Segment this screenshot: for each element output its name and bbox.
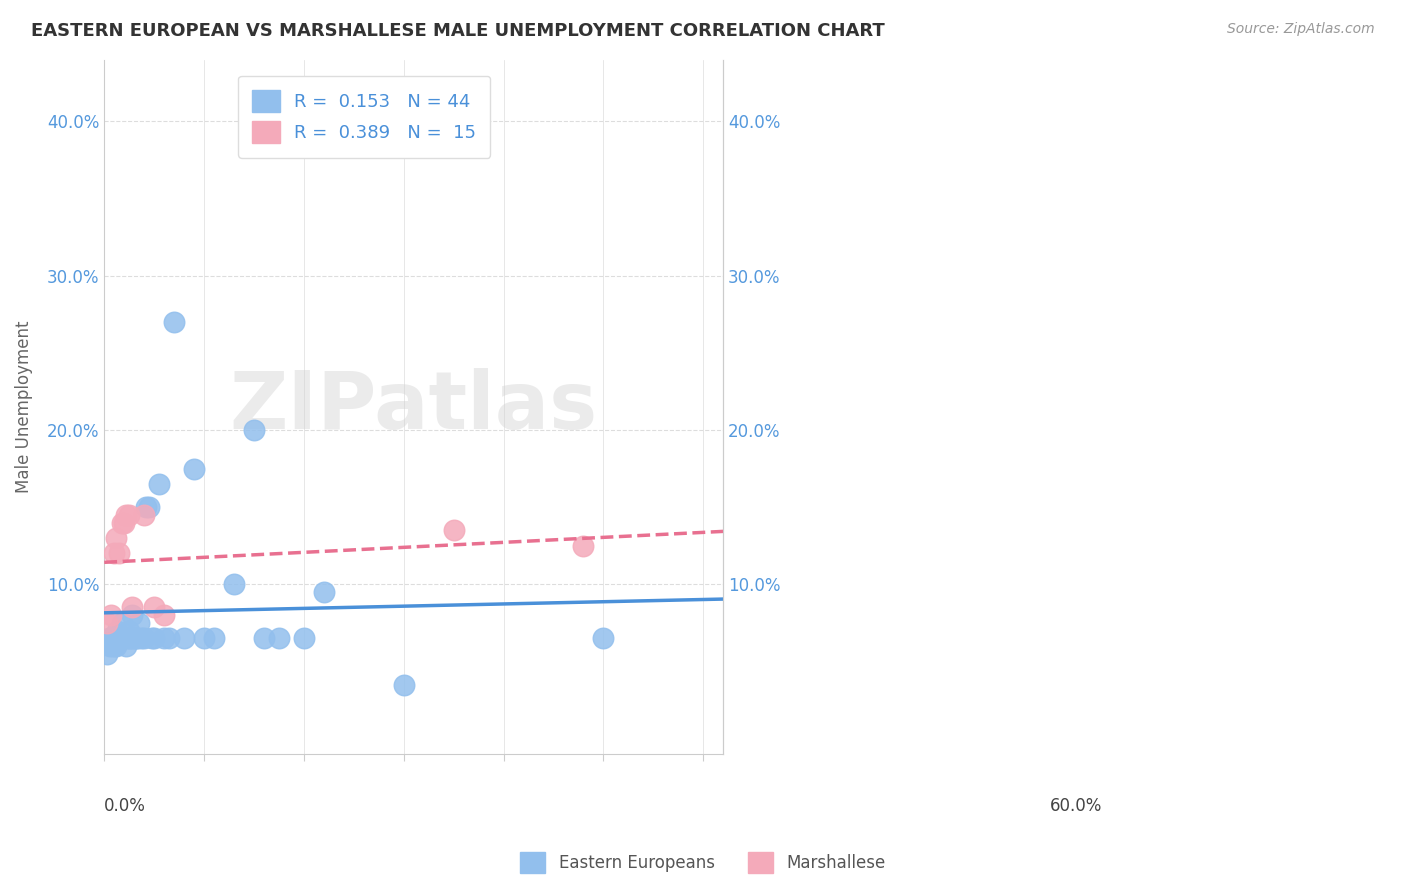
Point xyxy=(108,632,131,646)
Point xyxy=(134,632,156,646)
Point xyxy=(592,632,614,646)
Legend: Eastern Europeans, Marshallese: Eastern Europeans, Marshallese xyxy=(513,846,893,880)
Point xyxy=(105,639,128,653)
Text: EASTERN EUROPEAN VS MARSHALLESE MALE UNEMPLOYMENT CORRELATION CHART: EASTERN EUROPEAN VS MARSHALLESE MALE UNE… xyxy=(31,22,884,40)
Point xyxy=(101,632,124,646)
Point xyxy=(163,315,186,329)
Point xyxy=(98,639,121,653)
Y-axis label: Male Unemployment: Male Unemployment xyxy=(15,320,32,493)
Point xyxy=(143,632,166,646)
Point xyxy=(312,585,335,599)
Point xyxy=(222,577,245,591)
Point xyxy=(105,531,128,545)
Point xyxy=(443,523,465,537)
Point xyxy=(134,508,156,522)
Point xyxy=(143,600,166,615)
Point xyxy=(125,632,148,646)
Point xyxy=(183,461,205,475)
Point xyxy=(115,632,138,646)
Point xyxy=(141,632,163,646)
Point xyxy=(153,608,176,623)
Point xyxy=(392,677,415,691)
Point xyxy=(100,608,122,623)
Point xyxy=(112,632,135,646)
Text: ZIPatlas: ZIPatlas xyxy=(229,368,598,446)
Point xyxy=(243,423,266,437)
Point xyxy=(98,632,121,646)
Legend: R =  0.153   N = 44, R =  0.389   N =  15: R = 0.153 N = 44, R = 0.389 N = 15 xyxy=(238,76,491,158)
Point xyxy=(112,516,135,530)
Point xyxy=(153,632,176,646)
Point xyxy=(173,632,195,646)
Point xyxy=(103,546,125,560)
Point xyxy=(253,632,276,646)
Point xyxy=(108,546,131,560)
Point xyxy=(111,516,134,530)
Point xyxy=(121,608,143,623)
Point xyxy=(267,632,290,646)
Point xyxy=(118,624,141,638)
Point xyxy=(121,600,143,615)
Point xyxy=(120,632,142,646)
Point xyxy=(572,539,595,553)
Point xyxy=(135,500,157,514)
Point xyxy=(193,632,215,646)
Point xyxy=(115,508,138,522)
Point xyxy=(103,639,125,653)
Point xyxy=(128,615,150,630)
Point xyxy=(115,639,138,653)
Point xyxy=(118,508,141,522)
Point xyxy=(110,632,132,646)
Point xyxy=(96,615,118,630)
Point xyxy=(157,632,180,646)
Point xyxy=(202,632,225,646)
Point xyxy=(120,632,142,646)
Point xyxy=(122,632,145,646)
Point xyxy=(104,632,127,646)
Point xyxy=(111,615,134,630)
Point xyxy=(129,632,152,646)
Text: 0.0%: 0.0% xyxy=(104,797,146,815)
Point xyxy=(96,647,118,661)
Point xyxy=(148,477,170,491)
Point xyxy=(127,632,149,646)
Point xyxy=(292,632,315,646)
Text: 60.0%: 60.0% xyxy=(1050,797,1102,815)
Text: Source: ZipAtlas.com: Source: ZipAtlas.com xyxy=(1227,22,1375,37)
Point xyxy=(138,500,160,514)
Point xyxy=(105,624,128,638)
